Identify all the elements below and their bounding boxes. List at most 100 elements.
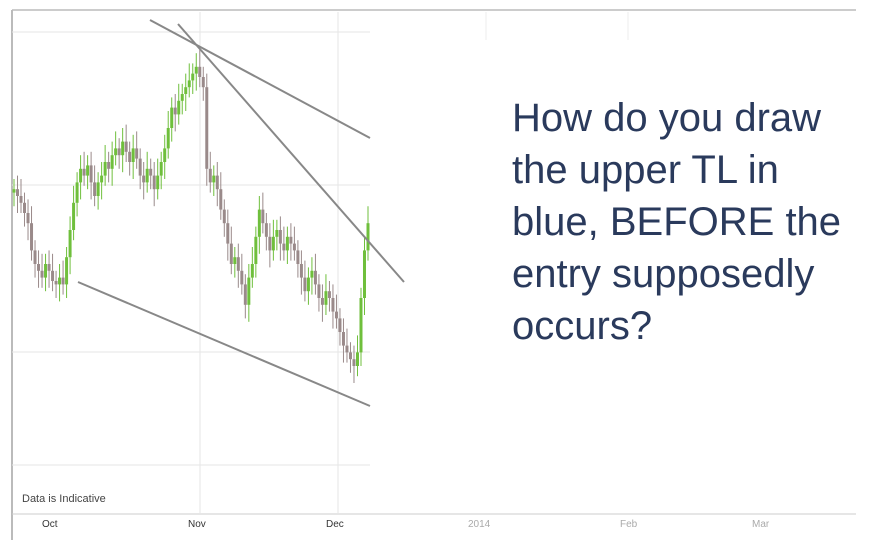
candle-body xyxy=(79,168,83,183)
candle-body xyxy=(243,284,247,305)
candle-body xyxy=(320,298,324,305)
candle-body xyxy=(107,162,111,169)
candle-body xyxy=(173,107,177,115)
candle-body xyxy=(362,250,366,298)
candle-body xyxy=(33,250,37,264)
candle-body xyxy=(240,270,244,285)
data-note: Data is Indicative xyxy=(22,493,106,505)
candle-body xyxy=(23,202,27,213)
candle-body xyxy=(306,277,310,292)
candle-body xyxy=(205,87,209,169)
candlestick-series xyxy=(12,49,370,383)
candle-body xyxy=(254,236,258,264)
candle-body xyxy=(299,264,303,278)
candle-body xyxy=(222,209,226,224)
candle-body xyxy=(58,277,62,285)
candle-body xyxy=(184,87,188,94)
upper-channel-trendline xyxy=(149,19,371,139)
candle-body xyxy=(12,189,16,193)
question-text: How do you draw the upper TL in blue, BE… xyxy=(512,96,842,348)
candle-body xyxy=(103,162,107,176)
candle-body xyxy=(324,291,328,305)
candle-body xyxy=(121,141,125,156)
candle-body xyxy=(110,155,114,169)
candle-body xyxy=(180,94,184,101)
candle-body xyxy=(72,202,76,230)
candle-body xyxy=(26,213,30,224)
x-tick-labels: Oct Nov Dec 2014 Feb Mar xyxy=(42,519,770,530)
candle-body xyxy=(82,168,86,176)
candle-body xyxy=(30,223,34,251)
candle-body xyxy=(275,230,279,237)
candle-body xyxy=(47,264,51,271)
candle-body xyxy=(359,298,363,353)
candle-body xyxy=(124,141,128,152)
candle-body xyxy=(317,284,321,298)
x-tick-label: Oct xyxy=(42,519,58,530)
x-tick-label: Nov xyxy=(188,519,206,530)
candle-body xyxy=(114,148,118,156)
steep-downtrend-trendline xyxy=(177,23,405,283)
candle-body xyxy=(152,175,156,190)
candle-body xyxy=(212,175,216,183)
candle-body xyxy=(334,311,338,319)
candle-body xyxy=(96,182,100,196)
x-tick-label: 2014 xyxy=(468,519,491,530)
candle-body xyxy=(341,332,345,346)
x-tick-label: Feb xyxy=(620,519,638,530)
candle-body xyxy=(264,223,268,237)
candle-body xyxy=(65,257,69,285)
candle-body xyxy=(338,318,342,332)
candle-body xyxy=(51,270,55,281)
candle-body xyxy=(138,158,142,176)
candle-body xyxy=(131,148,135,162)
candle-body xyxy=(54,281,58,285)
candle-body xyxy=(117,148,121,156)
horizontal-gridlines xyxy=(12,31,370,466)
candle-body xyxy=(236,257,240,271)
candle-body xyxy=(355,352,359,366)
candle-body xyxy=(247,277,251,305)
candle-body xyxy=(310,270,314,278)
candle-body xyxy=(257,209,261,237)
candle-body xyxy=(201,77,205,88)
candle-body xyxy=(170,107,174,128)
candle-body xyxy=(128,151,132,162)
candle-body xyxy=(166,128,170,149)
candle-body xyxy=(313,270,317,285)
candle-body xyxy=(37,264,41,271)
candle-body xyxy=(40,270,44,278)
candle-body xyxy=(233,257,237,264)
candle-body xyxy=(93,182,97,196)
candle-body xyxy=(86,165,90,176)
candle-body xyxy=(282,243,286,251)
candle-body xyxy=(135,148,139,159)
candle-body xyxy=(268,236,272,251)
candle-body xyxy=(19,196,23,203)
candle-body xyxy=(61,277,65,285)
candle-body xyxy=(194,66,198,74)
candle-body xyxy=(159,162,163,176)
candle-body xyxy=(191,73,195,81)
candle-body xyxy=(261,209,265,224)
x-tick-label: Dec xyxy=(326,519,344,530)
candle-body xyxy=(75,182,79,203)
candle-body xyxy=(163,148,167,162)
vertical-gridlines xyxy=(199,12,629,514)
candle-body xyxy=(219,189,223,210)
candle-body xyxy=(250,264,254,278)
candle-body xyxy=(156,175,160,190)
candle-body xyxy=(89,165,93,183)
candle-body xyxy=(366,223,370,251)
candle-body xyxy=(292,243,296,251)
candle-body xyxy=(100,175,104,183)
candle-body xyxy=(296,250,300,264)
candle-body xyxy=(208,168,212,183)
candle-body xyxy=(278,230,282,244)
candle-body xyxy=(145,168,149,183)
candle-body xyxy=(215,175,219,190)
candle-body xyxy=(16,189,20,196)
candle-body xyxy=(142,175,146,183)
